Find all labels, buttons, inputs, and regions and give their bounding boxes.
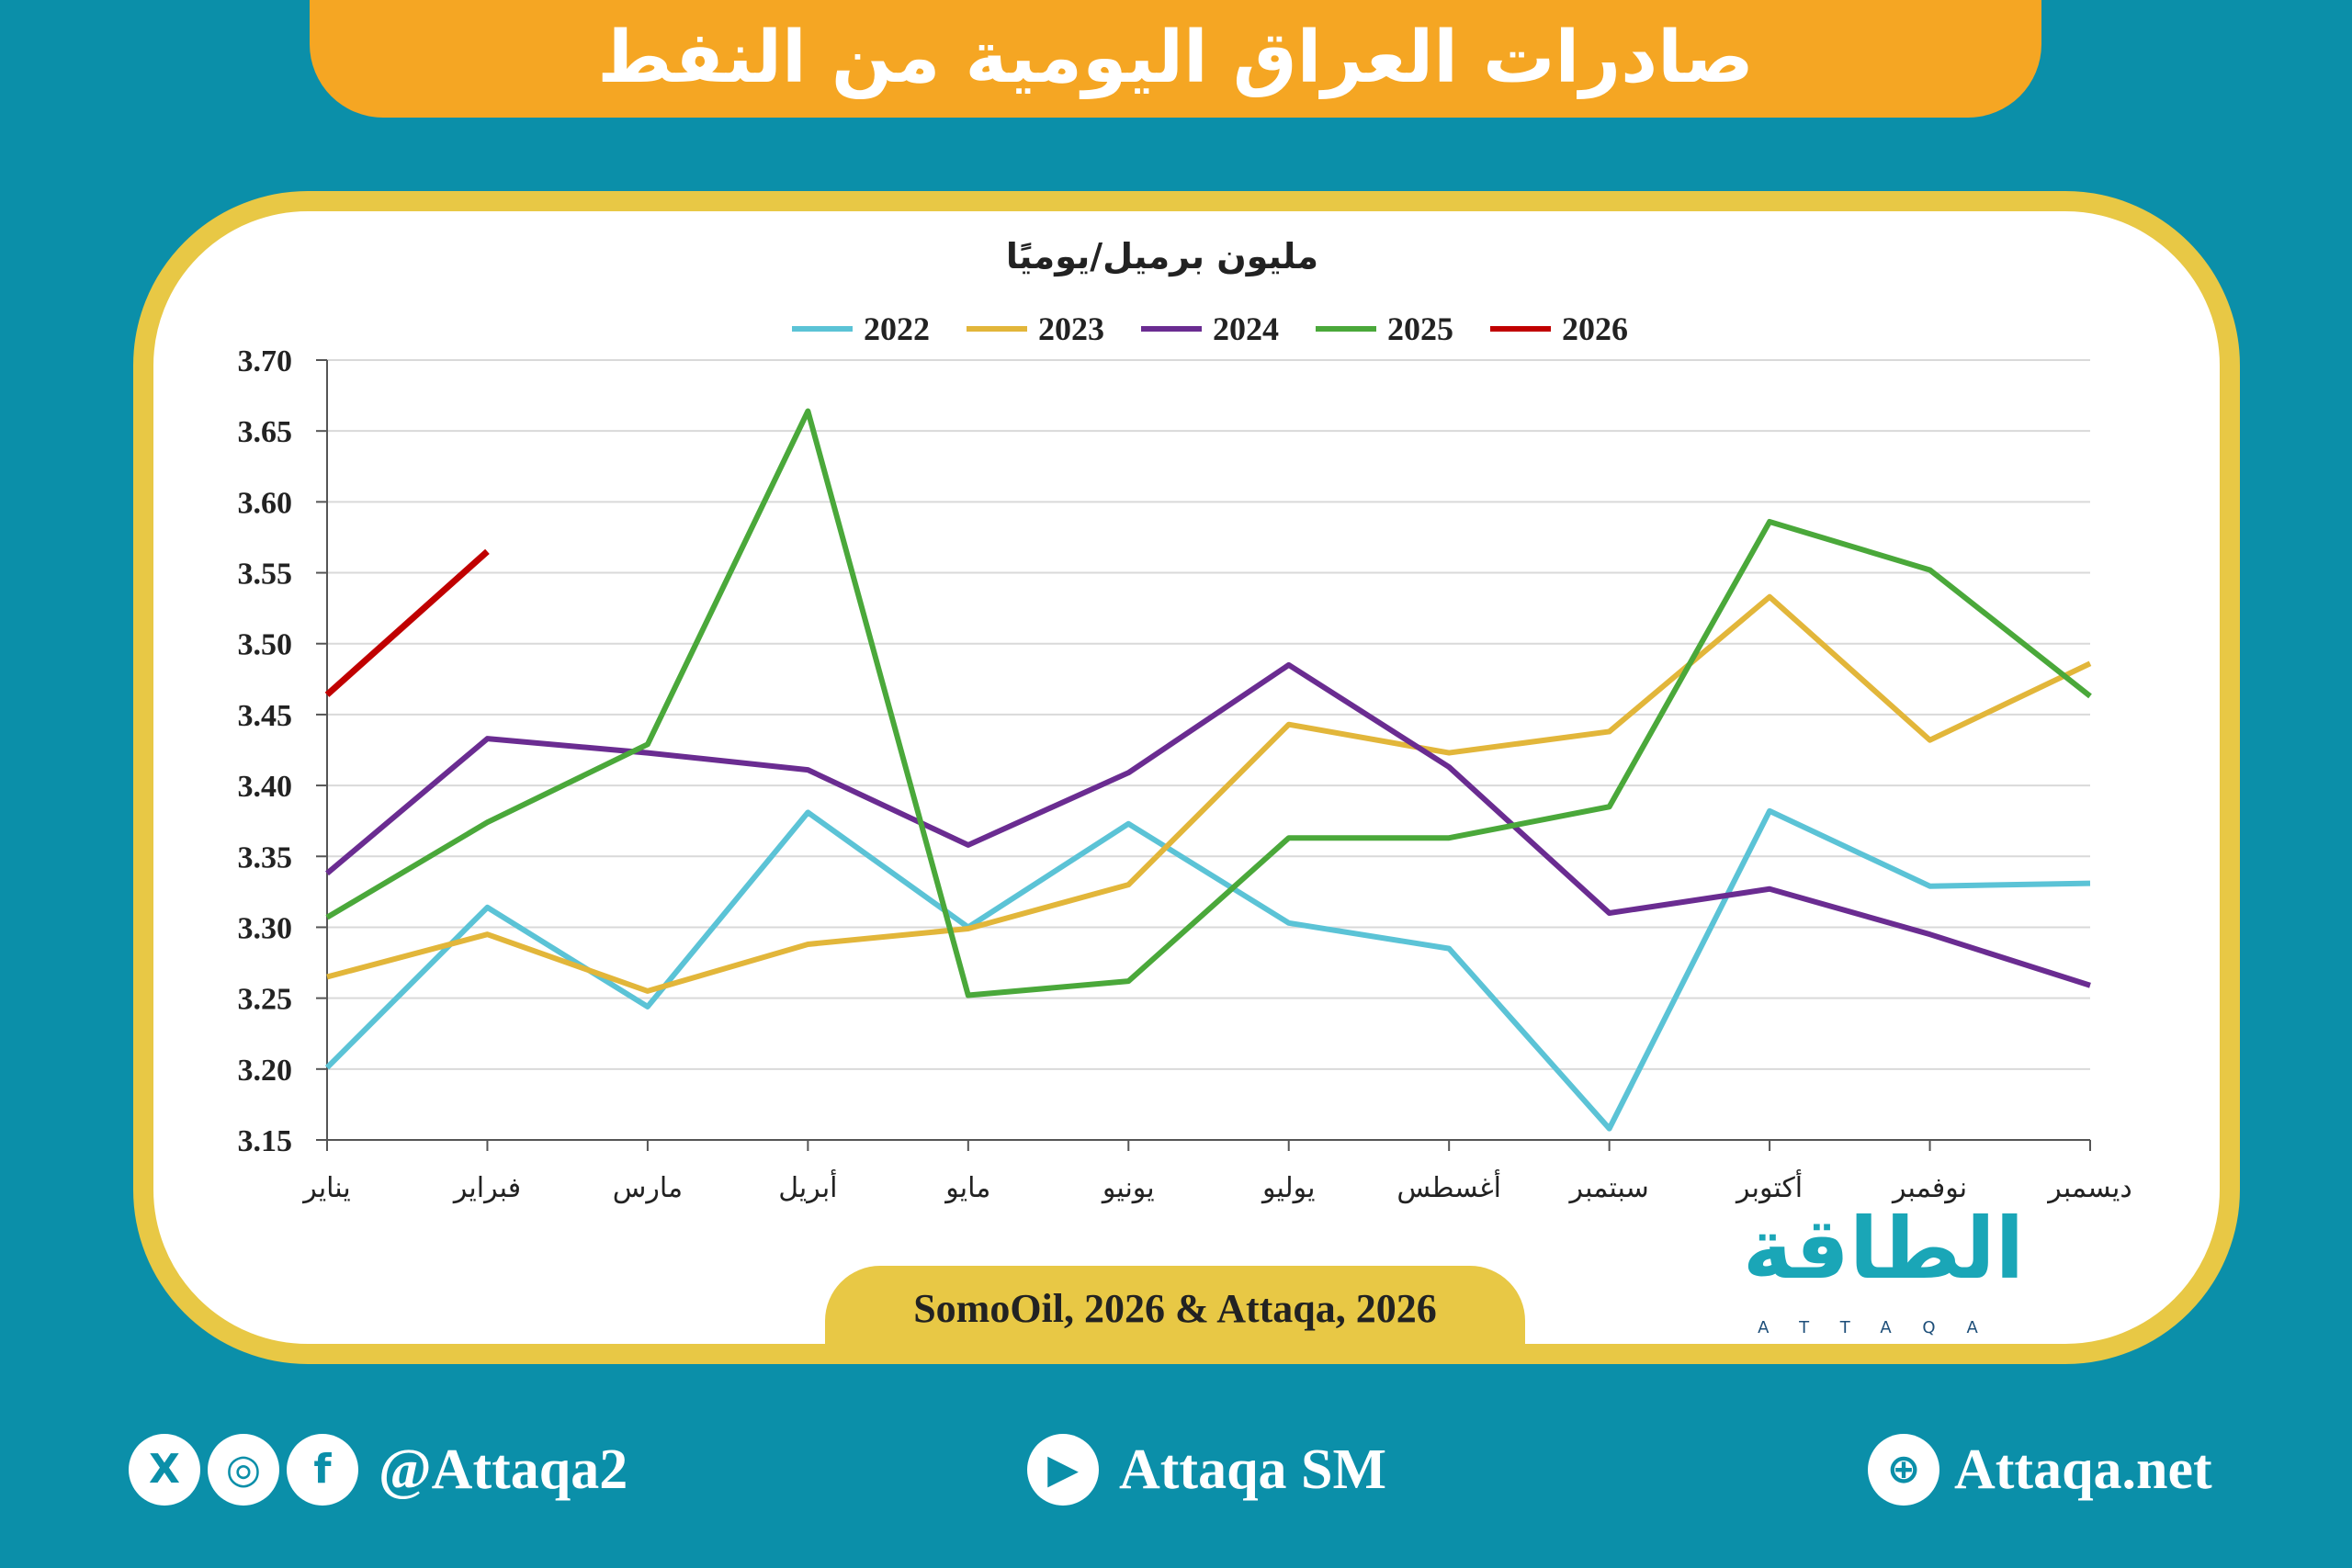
social-links: X ◎ f @Attaqa2: [129, 1428, 628, 1511]
y-tick-label: 3.30: [238, 911, 293, 945]
legend-label-2025: 2025: [1387, 310, 1453, 347]
x-tick-label: سبتمبر: [1568, 1172, 1649, 1204]
globe-icon[interactable]: ⊕: [1868, 1434, 1939, 1506]
logo-latin: ATTAQA: [1758, 1318, 2009, 1337]
x-tick-label: أبريل: [778, 1168, 837, 1204]
logo-arabic: الطاقة: [1742, 1200, 2025, 1298]
y-tick-label: 3.65: [238, 415, 293, 449]
chart-title: صادرات العراق اليومية من النفط: [597, 17, 1754, 99]
y-tick-label: 3.15: [238, 1124, 293, 1158]
facebook-icon[interactable]: f: [287, 1434, 358, 1506]
x-tick-label: يوليو: [1261, 1172, 1316, 1204]
x-tick-label: يونيو: [1101, 1172, 1155, 1204]
x-tick-label: مايو: [944, 1172, 990, 1204]
series-line-2025: [325, 408, 2092, 998]
source-label: SomoOil, 2026 & Attaqa, 2026: [825, 1266, 1525, 1350]
legend-label-2026: 2026: [1562, 310, 1628, 347]
y-tick-label: 3.60: [238, 486, 293, 520]
website-link: ⊕ Attaqa.net: [1868, 1428, 2212, 1511]
x-tick-label: مارس: [613, 1172, 683, 1204]
y-tick-label: 3.25: [238, 983, 293, 1017]
x-tick-label: نوفمبر: [1891, 1172, 1967, 1204]
y-axis-unit: مليون برميل/يوميًا: [1006, 236, 1318, 276]
y-tick-label: 3.40: [238, 770, 293, 804]
y-tick-label: 3.45: [238, 699, 293, 733]
y-tick-label: 3.70: [238, 344, 293, 378]
social-handle[interactable]: @Attaqa2: [379, 1438, 628, 1501]
y-tick-label: 3.55: [238, 558, 293, 592]
series-line-2022: [324, 807, 2091, 1132]
series-line-2026: [324, 548, 490, 697]
y-tick-label: 3.35: [238, 840, 293, 874]
attaqa-logo: الطاقة ATTAQA: [1709, 1194, 2058, 1350]
website-url[interactable]: Attaqa.net: [1954, 1438, 2212, 1501]
youtube-icon[interactable]: ▶: [1027, 1434, 1099, 1506]
series-line-2024: [325, 661, 2091, 988]
y-tick-label: 3.50: [238, 628, 293, 662]
title-banner: صادرات العراق اليومية من النفط: [310, 0, 2041, 118]
x-tick-label: أغسطس: [1396, 1168, 1501, 1204]
chart-card: [133, 191, 2240, 1364]
x-tick-label: أكتوبر: [1735, 1168, 1803, 1204]
youtube-link: ▶ Attaqa SM: [1027, 1428, 1386, 1511]
instagram-icon[interactable]: ◎: [208, 1434, 279, 1506]
x-tick-label: ديسمبر: [2046, 1172, 2132, 1204]
youtube-channel[interactable]: Attaqa SM: [1119, 1438, 1387, 1501]
y-tick-label: 3.20: [238, 1054, 293, 1088]
series-line-2023: [326, 593, 2092, 994]
legend-label-2023: 2023: [1038, 310, 1104, 347]
x-tick-label: يناير: [301, 1172, 350, 1204]
legend-label-2024: 2024: [1213, 310, 1279, 347]
x-icon[interactable]: X: [129, 1434, 200, 1506]
legend-label-2022: 2022: [864, 310, 930, 347]
x-tick-label: فبراير: [452, 1172, 521, 1204]
